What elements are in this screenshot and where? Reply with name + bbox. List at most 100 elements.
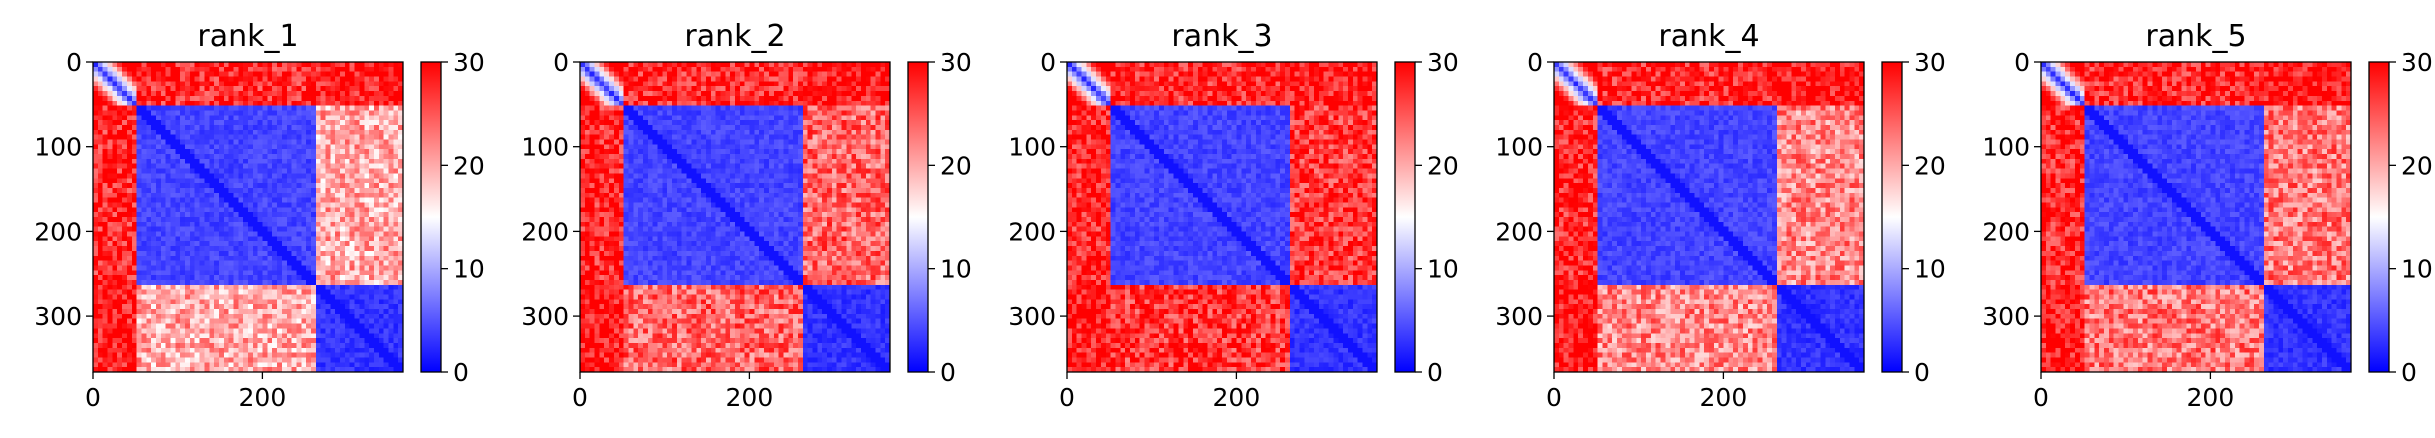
heatmap-cell — [136, 183, 143, 189]
heatmap-cell — [599, 91, 605, 97]
heatmap-cell — [797, 115, 804, 121]
heatmap-cell — [262, 187, 268, 194]
heatmap-cell — [141, 279, 147, 286]
heatmap-cell — [160, 95, 167, 102]
heatmap-cell — [185, 139, 191, 145]
heatmap-cell — [223, 284, 230, 291]
heatmap-cell — [252, 81, 259, 87]
heatmap-cell — [744, 66, 751, 73]
heatmap-cell — [306, 299, 312, 305]
heatmap-cell — [117, 197, 123, 204]
heatmap-cell — [155, 294, 162, 300]
heatmap-cell — [296, 105, 302, 112]
heatmap-cell — [398, 168, 404, 174]
heatmap-cell — [310, 309, 317, 315]
heatmap-cell — [589, 110, 596, 116]
heatmap-cell — [233, 197, 239, 204]
heatmap-cell — [272, 76, 278, 82]
heatmap-cell — [141, 66, 147, 73]
heatmap-cell — [388, 105, 394, 112]
heatmap-cell — [107, 192, 113, 199]
heatmap-cell — [214, 183, 220, 189]
heatmap-cell — [107, 183, 113, 189]
heatmap-cell — [233, 236, 239, 242]
heatmap-cell — [393, 362, 399, 368]
heatmap-cell — [344, 357, 351, 363]
heatmap-cell — [117, 328, 123, 334]
heatmap-cell — [281, 192, 288, 199]
heatmap-cell — [320, 71, 327, 78]
heatmap-cell — [107, 187, 113, 194]
heatmap-cell — [272, 173, 278, 179]
heatmap-cell — [359, 304, 365, 310]
heatmap-cell — [378, 197, 385, 204]
heatmap-cell — [383, 299, 390, 305]
heatmap-cell — [359, 105, 365, 112]
heatmap-cell — [609, 124, 615, 131]
heatmap-cell — [589, 100, 596, 107]
heatmap-cell — [194, 192, 201, 199]
heatmap-cell — [238, 149, 244, 155]
heatmap-cell — [335, 139, 341, 145]
heatmap-cell — [204, 231, 210, 237]
heatmap-cell — [652, 76, 659, 82]
heatmap-cell — [194, 163, 201, 170]
heatmap-cell — [252, 313, 259, 320]
heatmap-cell — [252, 120, 259, 126]
heatmap-cell — [378, 144, 385, 150]
heatmap-cell — [335, 197, 341, 204]
heatmap-cell — [359, 91, 365, 97]
heatmap-cell — [189, 134, 196, 141]
heatmap-cell — [657, 120, 663, 126]
heatmap-cell — [160, 362, 167, 368]
heatmap-cell — [262, 202, 268, 208]
heatmap-cell — [257, 217, 264, 223]
heatmap-cell — [252, 168, 259, 174]
heatmap-cell — [218, 250, 225, 257]
heatmap-cell — [315, 91, 322, 97]
heatmap-cell — [364, 217, 370, 223]
heatmap-cell — [291, 309, 298, 315]
heatmap-cell — [735, 120, 741, 126]
heatmap-cell — [252, 202, 259, 208]
heatmap-cell — [209, 110, 215, 116]
heatmap-cell — [609, 86, 615, 92]
heatmap-cell — [97, 318, 104, 325]
heatmap-cell — [788, 76, 794, 82]
heatmap-cell — [306, 231, 312, 237]
heatmap-cell — [262, 255, 268, 262]
heatmap-cell — [102, 91, 109, 97]
heatmap-cell — [393, 86, 399, 92]
heatmap-cell — [257, 187, 264, 194]
heatmap-cell — [267, 352, 273, 359]
heatmap-cell — [325, 187, 331, 194]
heatmap-cell — [306, 275, 312, 281]
heatmap-cell — [131, 217, 138, 223]
heatmap-cell — [146, 352, 152, 359]
heatmap-cell — [349, 289, 356, 296]
heatmap-cell — [398, 241, 404, 247]
heatmap-cell — [383, 197, 390, 204]
heatmap-cell — [383, 66, 390, 73]
heatmap-cell — [364, 313, 370, 320]
heatmap-cell — [262, 76, 268, 82]
heatmap-cell — [354, 347, 360, 354]
heatmap-cell — [185, 100, 191, 107]
heatmap-cell — [272, 347, 278, 354]
heatmap-cell — [604, 71, 610, 78]
heatmap-cell — [97, 270, 104, 276]
heatmap-cell — [291, 313, 298, 320]
heatmap-cell — [744, 91, 751, 97]
heatmap-cell — [647, 62, 654, 68]
heatmap-cell — [398, 221, 404, 228]
heatmap-cell — [681, 100, 688, 107]
heatmap-cell — [344, 86, 351, 92]
heatmap-cell — [315, 95, 322, 102]
heatmap-cell — [97, 362, 104, 368]
heatmap-cell — [155, 246, 162, 252]
heatmap-cell — [107, 323, 113, 329]
heatmap-cell — [122, 81, 128, 87]
heatmap-cell — [642, 81, 649, 87]
heatmap-cell — [248, 328, 254, 334]
heatmap-cell — [281, 139, 288, 145]
